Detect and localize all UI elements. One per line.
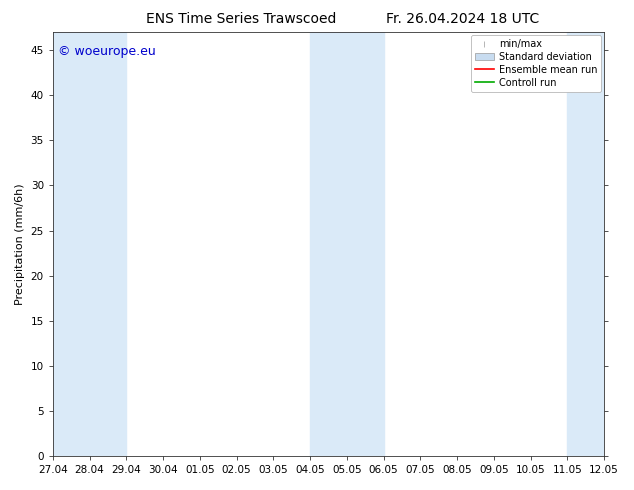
Text: © woeurope.eu: © woeurope.eu (58, 45, 156, 58)
Text: ENS Time Series Trawscoed: ENS Time Series Trawscoed (146, 12, 336, 26)
Bar (53, 32, 126, 456)
Legend: min/max, Standard deviation, Ensemble mean run, Controll run: min/max, Standard deviation, Ensemble me… (470, 35, 601, 92)
Text: Fr. 26.04.2024 18 UTC: Fr. 26.04.2024 18 UTC (386, 12, 540, 26)
Y-axis label: Precipitation (mm/6h): Precipitation (mm/6h) (15, 183, 25, 305)
Bar (567, 32, 604, 456)
Bar (310, 32, 384, 456)
